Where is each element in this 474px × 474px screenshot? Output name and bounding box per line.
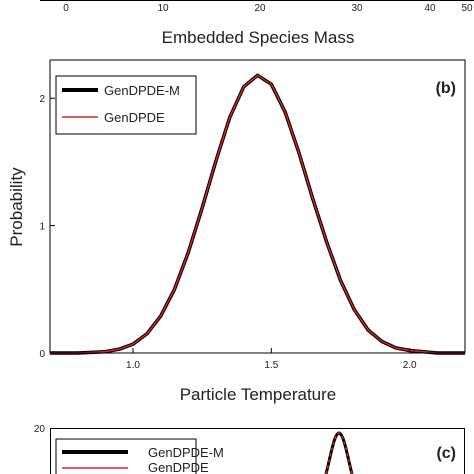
panel-b: 1.0 1.5 2.0 0 1 2 (b) GenDPDE-M GenDPDE Parti… (7, 59, 466, 404)
panel-c: 20 (c) GenDPDE-M GenDPDE (34, 424, 465, 474)
top-tick-label: 0 (63, 3, 69, 14)
top-x-axis-label: Embedded Species Mass (162, 28, 355, 47)
legend-label-gendpde: GenDPDE (104, 110, 165, 125)
x-tick-label: 1.5 (264, 360, 278, 371)
panel-c-legend-label-gendpde-m: GenDPDE-M (148, 445, 224, 460)
panel-label-b: (b) (436, 80, 456, 97)
y-tick-label: 1 (39, 222, 45, 233)
panel-c-legend: GenDPDE-M GenDPDE (55, 438, 224, 474)
axes-group: 1.0 1.5 2.0 0 1 2 (39, 94, 417, 371)
top-tick-label: 30 (351, 3, 363, 14)
panel-c-peak-black (324, 431, 354, 474)
top-tick-label: 10 (157, 3, 169, 14)
x-tick-label: 1.0 (126, 360, 140, 371)
panel-c-peak-red (325, 432, 353, 474)
top-panel: 0 10 20 30 40 50 Embedded Species Mass (40, 0, 474, 47)
panel-label-c: (c) (436, 445, 456, 462)
top-tick-label: 50 (461, 3, 473, 14)
legend: GenDPDE-M GenDPDE (55, 75, 197, 135)
x-axis-label: Particle Temperature (180, 385, 337, 404)
y-axis-label: Probability (7, 167, 26, 247)
y-tick-label: 2 (39, 94, 45, 105)
top-tick-label: 20 (254, 3, 266, 14)
series-line-gendpde (50, 74, 465, 354)
legend-box (55, 75, 197, 135)
top-tick-label: 40 (424, 3, 436, 14)
legend-label-gendpde-m: GenDPDE-M (104, 83, 180, 98)
x-tick-label: 2.0 (403, 360, 417, 371)
panel-c-legend-label-gendpde: GenDPDE (148, 460, 209, 474)
y-tick-label: 0 (39, 349, 45, 360)
series-group (50, 73, 465, 355)
panel-c-y-tick-label: 20 (34, 424, 46, 435)
plot-frame (49, 59, 466, 354)
